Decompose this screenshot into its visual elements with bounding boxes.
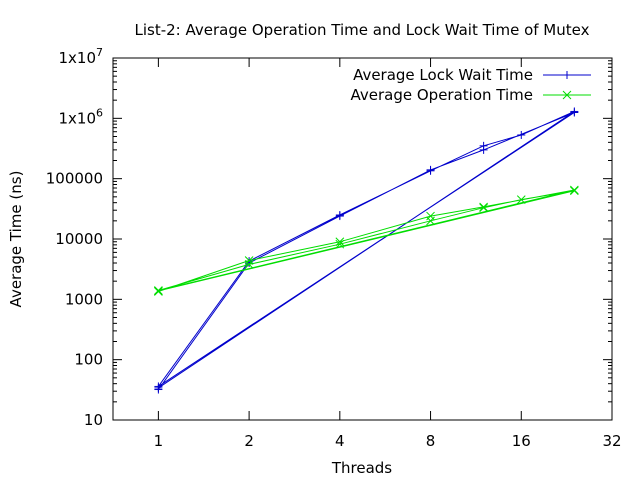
y-tick-label-base: 1000 [65,290,103,308]
y-tick-label: 100000 [46,170,103,188]
y-tick-label-base: 10000 [55,230,103,248]
x-tick-label: 32 [602,432,621,450]
legend-label: Average Lock Wait Time [353,66,533,84]
chart-title: List-2: Average Operation Time and Lock … [135,21,590,39]
x-tick-label: 1 [154,432,164,450]
y-tick-label-exponent: 6 [96,106,103,119]
series-line [158,189,575,292]
data-point [335,237,345,247]
data-point [244,259,254,269]
y-tick-label: 1x106 [58,106,103,127]
legend-label: Average Operation Time [351,86,534,104]
legend-marker [563,71,571,79]
series-1 [154,185,579,296]
data-point [335,239,345,249]
data-point [479,141,488,150]
data-point [517,130,526,139]
y-axis-label: Average Time (ns) [7,171,25,308]
y-tick-label: 10 [84,411,103,429]
series-line [157,111,575,390]
y-tick-label-base: 10 [84,411,103,429]
x-tick-label: 2 [244,432,254,450]
y-tick-label-base: 100 [74,351,103,369]
y-tick-label-exponent: 7 [96,46,103,59]
y-tick-label-base: 1x10 [58,49,96,67]
y-tick-label: 1000 [65,290,103,308]
x-tick-label: 4 [335,432,345,450]
data-point [154,286,163,296]
data-point [335,210,344,219]
data-point [154,383,163,392]
legend-marker [562,90,572,100]
y-tick-label-base: 100000 [46,170,103,188]
data-point [479,203,488,213]
plot-frame [112,57,613,421]
y-tick-label-base: 1x10 [58,109,96,127]
x-axis-label: Threads [331,459,392,477]
data-point [570,107,579,116]
data-point [516,195,526,204]
data-point [569,186,579,196]
y-tick-label: 100 [74,351,103,369]
y-tick-label: 1x107 [58,46,103,67]
data-point [426,216,435,226]
legend: Average Lock Wait Time Average Operation … [351,66,591,104]
series-layer [154,107,579,394]
y-tick-label: 10000 [55,230,103,248]
data-point [569,185,579,195]
x-tick-label: 16 [512,432,531,450]
series-0 [154,107,579,394]
x-tick-label: 8 [426,432,436,450]
data-point [426,166,435,175]
data-point [479,202,488,212]
data-point [244,256,254,265]
